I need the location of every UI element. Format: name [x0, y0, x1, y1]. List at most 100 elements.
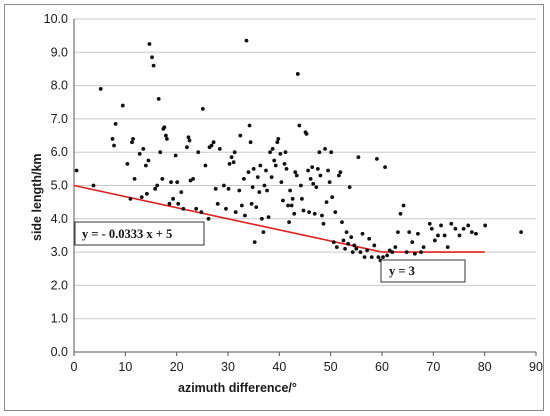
data-point	[372, 243, 377, 248]
data-point	[453, 226, 458, 231]
data-point	[343, 246, 347, 251]
data-point	[120, 103, 125, 108]
data-point	[519, 230, 524, 235]
data-point	[358, 250, 363, 255]
data-point	[396, 230, 400, 235]
data-point	[427, 221, 432, 226]
annotation-equation-sloped: y = - 0.0333 x + 5	[82, 227, 172, 241]
data-point	[113, 121, 118, 126]
data-point	[407, 230, 412, 235]
data-point	[173, 153, 178, 158]
data-point	[334, 245, 339, 250]
data-point	[233, 210, 238, 215]
data-point	[349, 235, 354, 240]
data-point	[132, 176, 137, 181]
data-point	[312, 211, 317, 216]
data-point	[310, 165, 315, 170]
data-point	[269, 175, 274, 180]
data-point	[401, 203, 406, 208]
data-point	[265, 188, 269, 193]
data-point	[449, 221, 454, 226]
trend-line	[73, 184, 485, 253]
data-point	[304, 131, 309, 136]
data-point	[362, 255, 367, 259]
data-point	[259, 216, 264, 221]
y-tick-label: 4.0	[51, 212, 68, 226]
data-point	[176, 201, 181, 206]
annotation-box-flat	[380, 259, 466, 283]
data-point	[360, 231, 365, 236]
data-point	[346, 241, 351, 246]
data-point	[242, 176, 246, 181]
data-point	[206, 216, 211, 221]
data-point	[268, 150, 272, 155]
x-tick-label: 20	[170, 360, 184, 374]
data-point	[217, 146, 222, 151]
data-point	[326, 168, 330, 173]
x-tick-label: 30	[221, 360, 235, 374]
data-point	[298, 183, 303, 188]
data-point	[199, 210, 204, 215]
data-point	[331, 240, 336, 245]
data-point	[474, 231, 478, 236]
data-point	[429, 226, 434, 231]
y-tick-label: 7.0	[51, 112, 68, 126]
data-point	[232, 150, 237, 155]
gridlines	[74, 18, 536, 320]
x-tick-label: 80	[478, 360, 492, 374]
data-point	[153, 186, 158, 191]
data-point	[249, 201, 254, 206]
data-point	[125, 161, 130, 166]
data-point	[356, 155, 361, 160]
data-point	[275, 140, 280, 145]
data-point	[483, 223, 488, 228]
data-point	[341, 238, 346, 243]
data-point	[165, 136, 169, 141]
data-point	[209, 143, 214, 148]
data-point	[321, 221, 326, 226]
x-tick-label: 50	[324, 360, 338, 374]
data-point	[213, 186, 218, 191]
data-point	[336, 173, 341, 178]
data-point	[179, 190, 184, 195]
data-point	[350, 250, 355, 255]
data-point	[369, 255, 374, 259]
data-point	[227, 161, 232, 166]
data-point	[200, 107, 205, 111]
data-point	[445, 245, 450, 250]
data-point	[239, 203, 244, 208]
data-point	[158, 150, 163, 155]
annotation-flat: y = 3	[380, 259, 466, 283]
data-point	[196, 150, 201, 155]
data-point	[432, 238, 437, 243]
data-point	[338, 170, 343, 175]
data-point	[287, 220, 291, 225]
data-point	[344, 230, 349, 235]
data-point	[469, 230, 474, 235]
data-point	[398, 211, 403, 216]
data-point	[329, 150, 334, 155]
data-point	[211, 140, 216, 145]
data-point	[247, 123, 252, 128]
data-point	[412, 251, 417, 256]
data-point	[215, 201, 220, 206]
data-point	[261, 230, 266, 235]
data-point	[385, 253, 390, 258]
data-point	[272, 158, 277, 163]
data-point	[74, 168, 79, 173]
data-point	[284, 166, 289, 171]
data-point	[130, 140, 134, 145]
data-point	[374, 156, 379, 161]
data-points	[74, 38, 524, 263]
data-point	[320, 213, 324, 218]
data-point	[131, 136, 135, 141]
data-point	[91, 183, 96, 188]
data-point	[141, 146, 146, 151]
data-point	[226, 186, 231, 191]
data-point	[301, 208, 306, 213]
y-tick-label: 1.0	[51, 312, 68, 326]
data-point	[254, 205, 259, 210]
data-point	[308, 176, 313, 181]
data-point	[381, 255, 385, 259]
data-point	[290, 196, 295, 201]
